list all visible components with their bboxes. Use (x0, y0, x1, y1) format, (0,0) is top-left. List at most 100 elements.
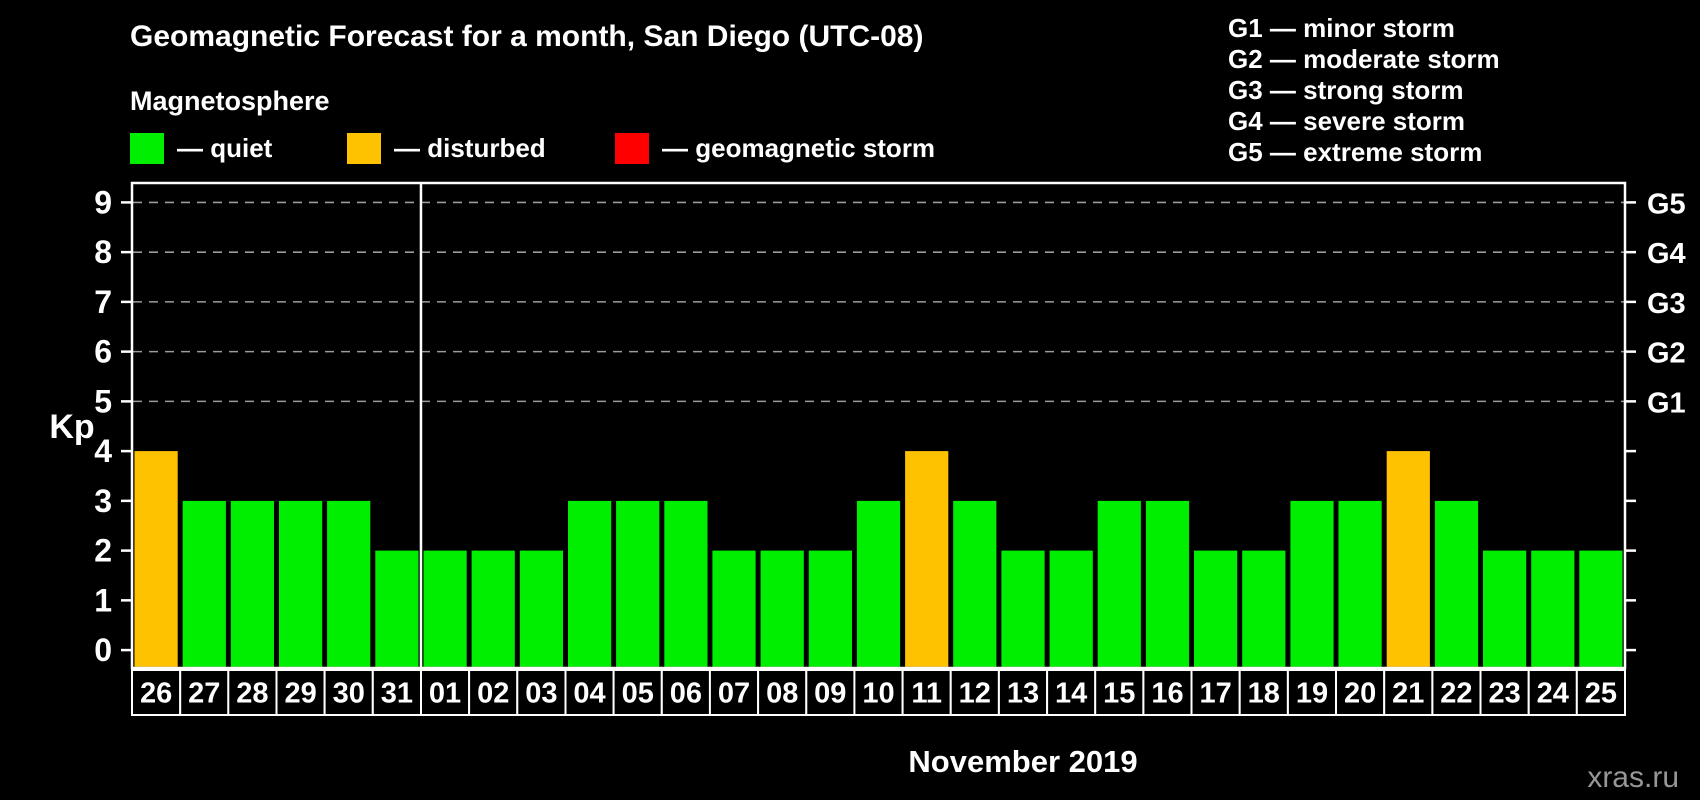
day-label: 28 (236, 678, 268, 710)
g-axis-label: G4 (1647, 238, 1686, 270)
kp-bar (134, 451, 178, 667)
y-axis-tick-label: 7 (94, 284, 112, 320)
day-label: 07 (718, 678, 750, 710)
g-axis-label: G1 (1647, 387, 1686, 419)
g-legend-line: G3 — strong storm (1228, 75, 1464, 105)
y-axis-tick-label: 2 (94, 533, 112, 569)
y-axis-tick-label: 8 (94, 234, 112, 270)
legend-item-label: — disturbed (394, 132, 546, 163)
kp-bar (568, 500, 612, 667)
kp-bar (1194, 550, 1238, 667)
g-legend-line: G1 — minor storm (1228, 13, 1455, 43)
g-axis-label: G5 (1647, 188, 1686, 220)
storm-color-swatch (615, 132, 649, 164)
kp-bar (953, 500, 997, 667)
day-label: 22 (1440, 678, 1472, 710)
kp-bar (1290, 500, 1334, 667)
day-label: 30 (333, 678, 365, 710)
y-axis-tick-label: 9 (94, 184, 112, 220)
day-label: 19 (1296, 678, 1328, 710)
kp-bar (856, 500, 901, 667)
kp-bar (1097, 500, 1141, 667)
day-label-box (1286, 669, 1338, 716)
day-label-box (1575, 669, 1627, 716)
day-label-box (275, 669, 326, 716)
kp-bar (1434, 500, 1479, 667)
day-label: 10 (862, 678, 894, 710)
kp-bar (279, 500, 323, 667)
day-label: 04 (573, 678, 605, 710)
day-label: 13 (1007, 678, 1039, 710)
day-label: 21 (1392, 678, 1424, 710)
kp-bar (1338, 500, 1382, 667)
kp-bar (182, 500, 226, 667)
plot-border (130, 181, 1627, 670)
day-label: 09 (814, 678, 846, 710)
day-label-box (516, 669, 567, 716)
day-label: 05 (622, 678, 654, 710)
legend-item-label: — geomagnetic storm (662, 132, 936, 163)
day-label: 02 (477, 678, 509, 710)
y-axis-title: Kp (49, 408, 94, 446)
chart-title: Geomagnetic Forecast for a month, San Di… (130, 20, 924, 53)
day-label-box (1190, 669, 1241, 716)
kp-bar (519, 550, 563, 667)
legend-item-quiet: — quiet (130, 132, 272, 164)
day-label-box (131, 669, 182, 716)
g-legend-line: G4 — severe storm (1228, 106, 1466, 136)
watermark: xras.ru (1587, 761, 1679, 794)
day-label: 16 (1151, 678, 1183, 710)
g-legend-line: G2 — moderate storm (1228, 44, 1500, 74)
day-label-box (227, 669, 278, 716)
y-axis-tick-label: 0 (94, 632, 112, 668)
day-label: 03 (525, 678, 557, 710)
day-label: 01 (429, 678, 461, 710)
day-label: 26 (140, 678, 172, 710)
y-axis-tick-label: 4 (94, 433, 112, 469)
legend-title: Magnetosphere (130, 86, 330, 116)
day-label: 17 (1199, 678, 1231, 710)
kp-bar (905, 451, 949, 667)
kp-bar (1579, 550, 1623, 667)
day-label-box (805, 669, 856, 716)
y-axis-tick-label: 5 (94, 383, 112, 419)
day-label: 12 (959, 678, 991, 710)
legend-item-label: — quiet (177, 132, 273, 163)
kp-bar (1001, 550, 1045, 667)
day-label: 23 (1488, 678, 1520, 710)
quiet-color-swatch (130, 132, 164, 164)
y-axis-tick-label: 6 (94, 334, 112, 370)
day-label-box (371, 669, 422, 716)
g-scale-legend: G1 — minor storm G2 — moderate storm G3 … (1228, 13, 1500, 168)
kp-bar (664, 500, 708, 667)
kp-bar (1049, 550, 1093, 667)
kp-bar (1483, 550, 1527, 667)
day-label: 18 (1248, 678, 1280, 710)
legend-item-disturbed: — disturbed (347, 132, 546, 164)
day-label: 29 (284, 678, 316, 710)
day-label-box (420, 669, 471, 716)
day-label-box (564, 669, 615, 716)
day-label-box (708, 669, 760, 716)
day-label: 24 (1537, 678, 1569, 710)
legend-item-storm: — geomagnetic storm (615, 132, 935, 164)
day-label-box (1238, 669, 1289, 716)
day-label-box (468, 669, 519, 716)
day-label: 31 (381, 678, 413, 710)
day-label-box (901, 669, 952, 716)
x-axis-month-label: November 2019 (908, 744, 1138, 779)
g-axis-label: G2 (1647, 338, 1686, 370)
day-label: 06 (670, 678, 702, 710)
kp-bar (760, 550, 804, 667)
day-label-box (997, 669, 1049, 716)
day-label: 25 (1585, 678, 1617, 710)
day-label: 20 (1344, 678, 1376, 710)
day-label: 08 (766, 678, 798, 710)
kp-bar (712, 550, 756, 667)
day-label: 11 (911, 678, 942, 710)
kp-bar (423, 550, 467, 667)
y-axis-tick-label: 1 (94, 582, 112, 618)
day-label-box (1335, 669, 1386, 716)
